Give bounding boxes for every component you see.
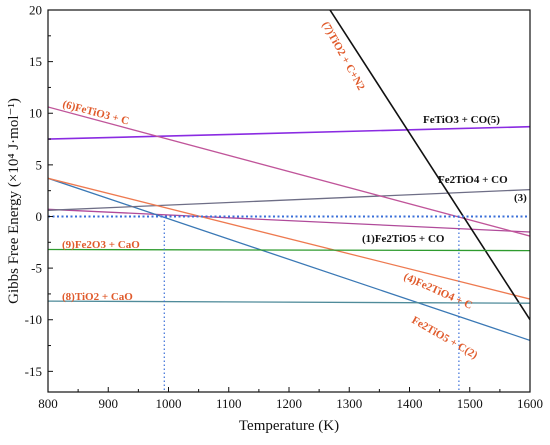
annotation-label-5: (3) [514, 192, 527, 204]
y-tick-label: -5 [31, 261, 42, 276]
series-line-1 [48, 208, 530, 233]
plot-frame [47, 9, 531, 393]
x-tick-label: 1000 [156, 396, 182, 411]
series-line-3 [48, 188, 530, 211]
series-line-2 [48, 177, 530, 342]
series-line-7 [329, 10, 530, 321]
x-tick-label: 1200 [276, 396, 302, 411]
y-tick-label: 20 [29, 3, 42, 18]
annotation-label-7: (9)Fe2O3 + CaO [62, 239, 140, 251]
series-line-5 [48, 125, 530, 140]
x-tick-label: 1600 [517, 396, 543, 411]
series-line-6 [48, 106, 530, 237]
annotation-label-9: (8)TiO2 + CaO [62, 291, 133, 303]
tick-layer: 800 900 1000 1100 1200 1300 1400 1500 1600 -15 -10… [25, 3, 543, 412]
annotation-label-3: FeTiO3 + CO(5) [423, 114, 500, 126]
annotation-label-8: (4)Fe2TiO4 + C [402, 271, 474, 312]
annotation-label-4: Fe2TiO4 + CO [438, 174, 508, 186]
series-line-4 [48, 177, 530, 300]
annotation-label-10: Fe2TiO5 + C(2) [410, 314, 480, 362]
x-axis-title: Temperature (K) [239, 418, 339, 434]
y-tick-label: -10 [25, 312, 42, 327]
y-axis-title: Gibbs Free Energy (×10⁴ J·mol⁻¹) [6, 98, 22, 304]
annotation-label-6: (1)Fe2TiO5 + CO [362, 233, 445, 245]
x-tick-label: 1500 [457, 396, 483, 411]
series-layer [48, 10, 530, 342]
x-tick-label: 1400 [397, 396, 423, 411]
x-tick-label: 800 [38, 396, 58, 411]
reference-lines [48, 215, 530, 392]
y-tick-label: -15 [25, 364, 42, 379]
y-tick-label: 5 [36, 157, 43, 172]
x-tick-label: 1100 [216, 396, 242, 411]
series-line-9 [48, 248, 530, 252]
x-tick-label: 900 [99, 396, 119, 411]
y-tick-label: 10 [29, 106, 42, 121]
series-line-8 [48, 300, 530, 304]
annotation-layer: (7)TiO2 + C+N2(6)FeTiO3 + C FeTiO3 + CO(5… [61, 20, 527, 362]
y-tick-label: 15 [29, 54, 42, 69]
y-tick-label: 0 [36, 209, 43, 224]
x-tick-label: 1300 [336, 396, 362, 411]
